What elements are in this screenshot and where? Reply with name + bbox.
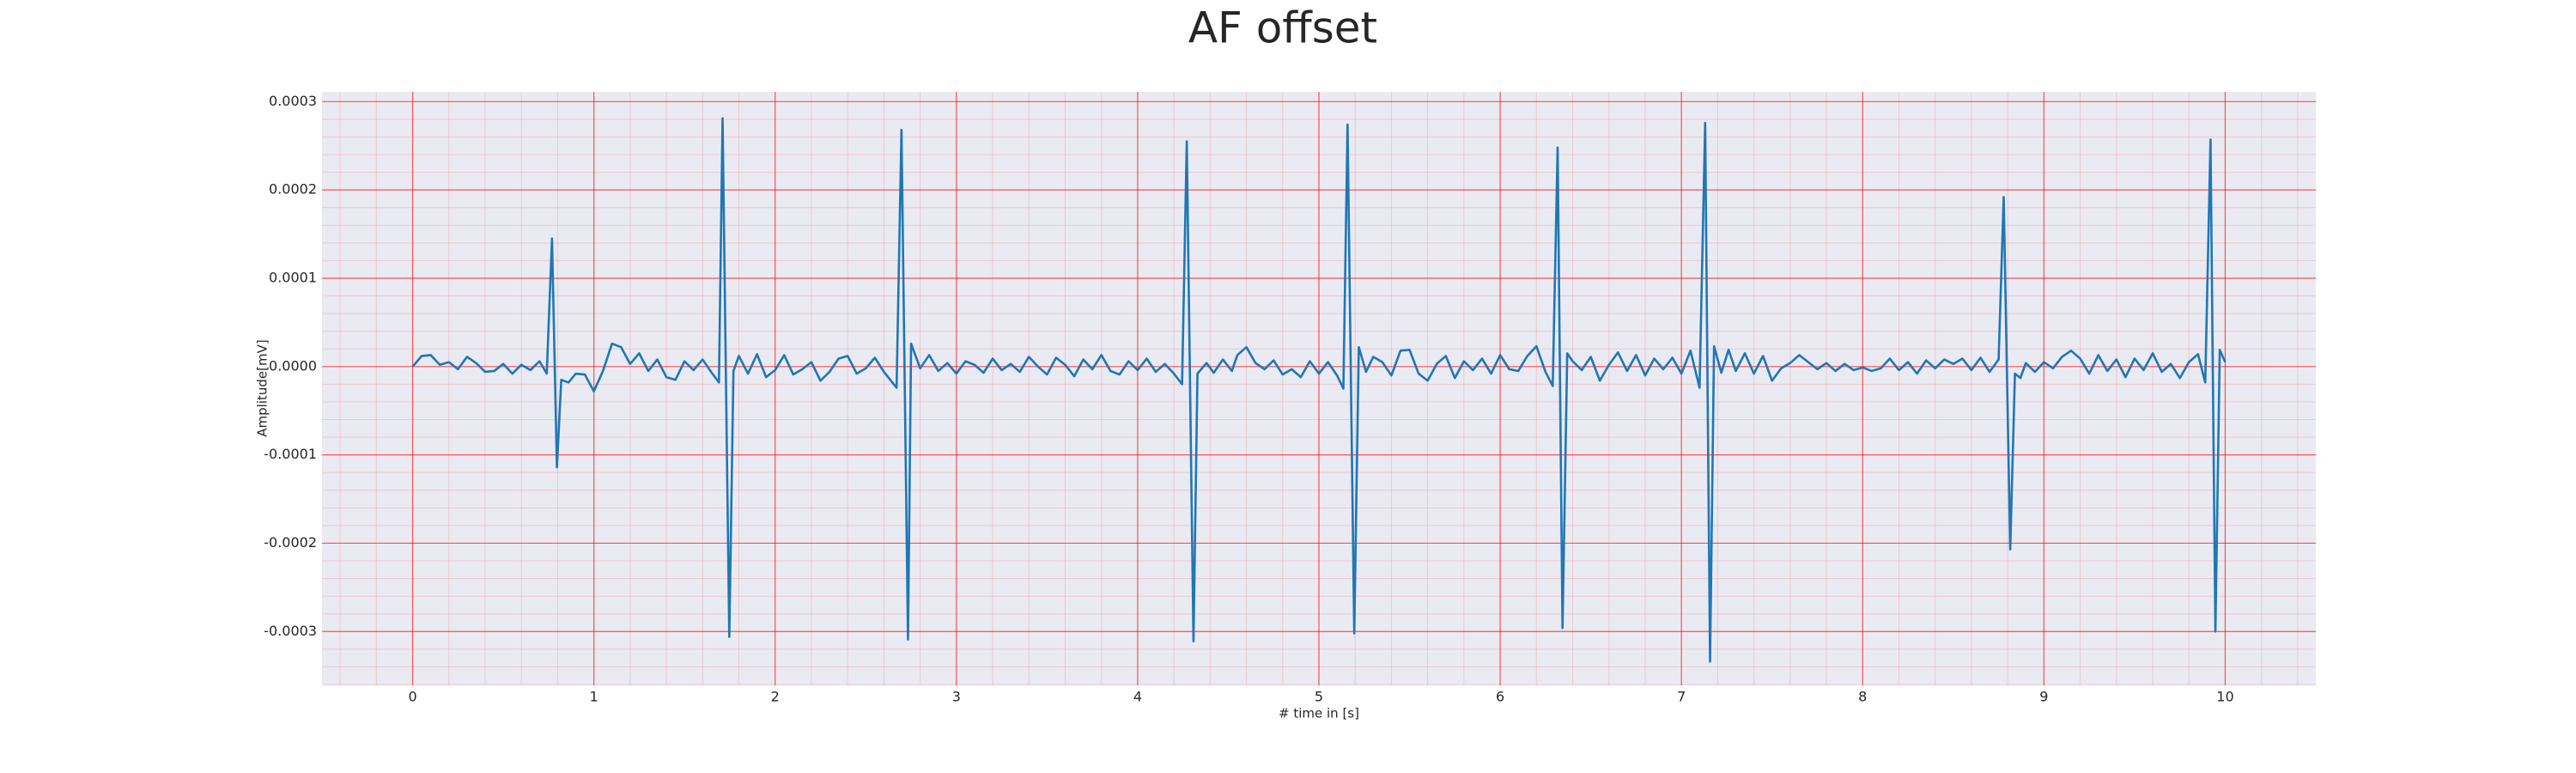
marks (411, 117, 2227, 663)
x-tick-label: 2 (771, 689, 780, 705)
x-tick-label: 0 (408, 689, 416, 705)
x-tick-label: 6 (1496, 689, 1504, 705)
x-tick-label: 1 (590, 689, 598, 705)
y-tick-label: -0.0003 (264, 623, 317, 639)
y-tick-label: -0.0002 (264, 534, 317, 551)
y-axis-label: Amplitude[mV] (255, 339, 270, 436)
x-tick-label: 7 (1677, 689, 1686, 705)
y-tick-label: 0.0000 (269, 357, 317, 374)
x-tick-label: 4 (1133, 689, 1142, 705)
x-tick-label: 10 (2216, 689, 2233, 705)
grid (322, 92, 2316, 685)
chart-title: AF offset (1188, 3, 1377, 53)
x-tick-label: 5 (1315, 689, 1323, 705)
x-tick-label: 8 (1858, 689, 1867, 705)
x-axis-label: # time in [s] (1279, 706, 1359, 721)
ecg-line (411, 117, 2227, 663)
y-tick-label: 0.0002 (269, 181, 317, 198)
x-tick-label: 3 (952, 689, 961, 705)
y-tick-label: -0.0001 (264, 446, 317, 462)
y-tick-label: 0.0001 (269, 269, 317, 285)
y-tick-label: 0.0003 (269, 93, 317, 109)
x-tick-label: 9 (2039, 689, 2048, 705)
